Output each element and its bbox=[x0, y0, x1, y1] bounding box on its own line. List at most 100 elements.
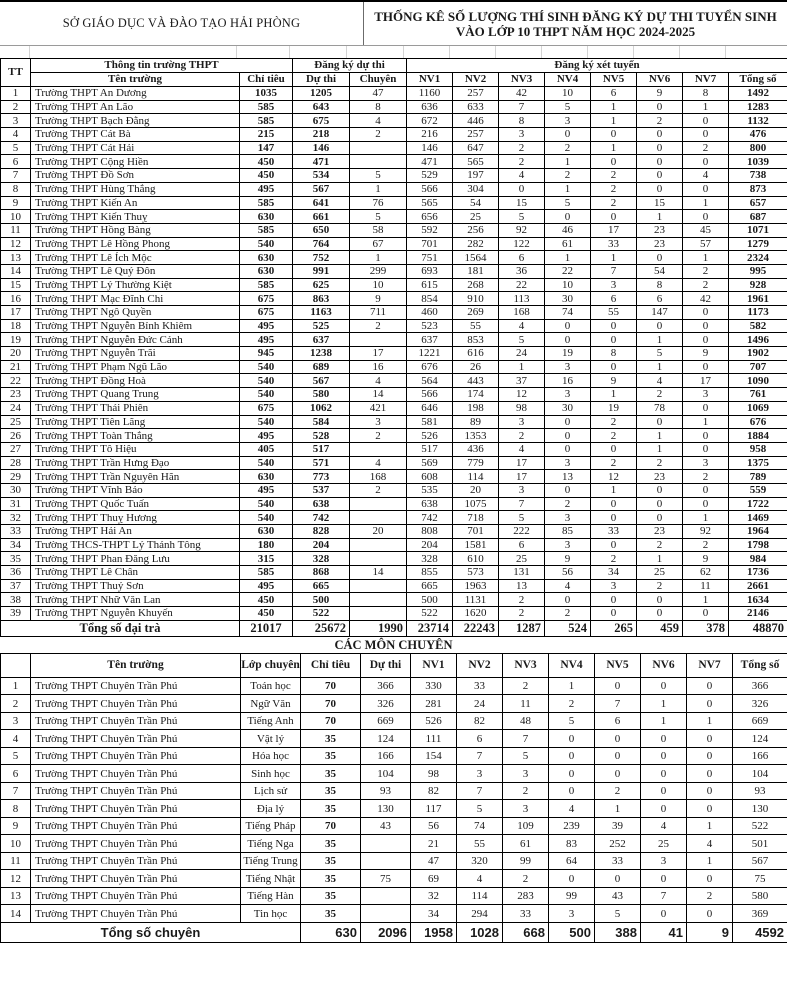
school-row-cell: 46 bbox=[544, 222, 592, 238]
school-row-cell: 592 bbox=[406, 222, 454, 238]
school-row-cell: 55 bbox=[590, 305, 638, 320]
school-row-cell: 2 bbox=[590, 551, 638, 567]
school-row-cell: 689 bbox=[292, 359, 351, 375]
subject-row-cell: 11 bbox=[502, 694, 549, 713]
school-row-cell: 1 bbox=[544, 250, 592, 265]
school-row-cell: 540 bbox=[238, 236, 294, 252]
subject-row-cell: 0 bbox=[686, 799, 733, 818]
subject-row-cell: 21 bbox=[410, 834, 457, 853]
school-row-cell: 3 bbox=[544, 387, 592, 402]
school-row-cell: 2 bbox=[349, 127, 408, 142]
school-row-cell: 1 bbox=[636, 332, 684, 348]
spec-header-exam: Dự thi bbox=[360, 652, 411, 678]
subject-row-cell: 0 bbox=[686, 676, 733, 696]
school-row-cell: 8 bbox=[498, 113, 546, 129]
school-row: 33 Trường THPT Hải An 630 828 20 808 701 222 85 3… bbox=[0, 524, 787, 539]
school-row-cell: 6 bbox=[498, 537, 546, 553]
school-row-cell: 17 bbox=[682, 373, 730, 389]
subject-row-cell: 7 bbox=[640, 886, 687, 906]
subject-row-cell: Địa lý bbox=[240, 799, 301, 818]
main-total-cell: 524 bbox=[544, 619, 592, 637]
school-row-cell: 0 bbox=[544, 127, 592, 142]
spec-header-nv2: NV2 bbox=[456, 652, 503, 678]
school-row-cell: 57 bbox=[682, 236, 730, 252]
school-row-cell: 3 bbox=[498, 414, 546, 430]
school-row-cell: 2 bbox=[590, 195, 638, 211]
subject-row-cell: Trường THPT Chuyên Trần Phú bbox=[30, 746, 241, 766]
subject-row-cell: 109 bbox=[502, 816, 549, 836]
subject-row-cell: Toán học bbox=[240, 676, 301, 696]
subject-row-cell: 1 bbox=[686, 816, 733, 836]
school-row-cell: 10 bbox=[349, 277, 408, 293]
school-row-cell: 450 bbox=[238, 168, 294, 183]
school-row-cell: 2 bbox=[636, 455, 684, 471]
school-row-cell: 665 bbox=[406, 578, 454, 594]
school-row-cell: Trường THPT Quốc Tuấn bbox=[30, 496, 240, 512]
school-row-cell: 0 bbox=[636, 168, 684, 183]
school-row-cell: 1 bbox=[544, 181, 592, 197]
school-row-cell: 11 bbox=[0, 222, 31, 238]
school-row-cell: 23 bbox=[636, 222, 684, 238]
subject-row-cell: 0 bbox=[548, 869, 595, 888]
school-row-cell: Trường THPT Đồng Hoà bbox=[30, 373, 240, 389]
school-row-cell: 67 bbox=[349, 236, 408, 252]
subject-row: 7 Trường THPT Chuyên Trần Phú Lịch sử 35 93 8… bbox=[0, 781, 787, 801]
main-total-cell: 23714 bbox=[406, 619, 454, 637]
school-row-cell: 10 bbox=[544, 86, 592, 101]
school-row-cell: 2 bbox=[590, 455, 638, 471]
subject-row-cell: Trường THPT Chuyên Trần Phú bbox=[30, 851, 241, 871]
subject-row-cell: 70 bbox=[300, 676, 361, 696]
subject-row-cell: 501 bbox=[732, 834, 787, 853]
school-row-cell: 25 bbox=[452, 209, 500, 224]
school-row: 13 Trường THPT Lê Ích Mộc 630 752 1 751 1564 6 1… bbox=[0, 250, 787, 265]
school-row: 18 Trường THPT Nguyễn Bỉnh Khiêm 495 525 2 52… bbox=[0, 318, 787, 334]
subject-row-cell: 0 bbox=[640, 799, 687, 818]
school-row-cell: 535 bbox=[406, 482, 454, 498]
subject-row-cell: 5 bbox=[502, 746, 549, 766]
school-row-cell: 282 bbox=[452, 236, 500, 252]
school-row-cell: 9 bbox=[682, 551, 730, 567]
school-row-cell: 1634 bbox=[728, 592, 787, 608]
school-row-cell: 1 bbox=[636, 359, 684, 375]
school-row-cell: 12 bbox=[498, 387, 546, 402]
school-row-cell: 180 bbox=[238, 537, 294, 553]
school-row-cell: 1961 bbox=[728, 291, 787, 306]
school-row-cell: 0 bbox=[544, 318, 592, 334]
school-row-cell: 540 bbox=[238, 414, 294, 430]
school-row: 6 Trường THPT Cộng Hiền 450 471 471 565 2 1 0 0 0 1… bbox=[0, 154, 787, 170]
school-row: 4 Trường THPT Cát Bà 215 218 2 216 257 3 0 0 0 0 476 bbox=[0, 127, 787, 142]
school-row: 26 Trường THPT Toàn Thắng 495 528 2 526 1353 2 0… bbox=[0, 428, 787, 443]
subject-row-cell: Sinh học bbox=[240, 764, 301, 783]
school-row-cell: 675 bbox=[238, 291, 294, 306]
school-row-cell: 630 bbox=[238, 469, 294, 484]
subject-row-cell: 3 bbox=[502, 764, 549, 783]
header-quota: Chỉ tiêu bbox=[238, 72, 294, 87]
school-row-cell: Trường THPT Mạc Đĩnh Chi bbox=[30, 291, 240, 306]
school-row-cell: 650 bbox=[292, 222, 351, 238]
document-title: THỐNG KÊ SỐ LƯỢNG THÍ SINH ĐĂNG KÝ DỰ TH… bbox=[363, 2, 787, 45]
school-row-cell: 567 bbox=[292, 181, 351, 197]
school-row-cell: 565 bbox=[452, 154, 500, 170]
school-row-cell: 31 bbox=[0, 496, 31, 512]
school-row: 24 Trường THPT Thái Phiên 675 1062 421 646 198… bbox=[0, 400, 787, 416]
spec-header-class: Lớp chuyên bbox=[240, 652, 301, 678]
school-row-cell: 868 bbox=[292, 565, 351, 580]
school-row-cell: 197 bbox=[452, 168, 500, 183]
school-row: 16 Trường THPT Mạc Đĩnh Chi 675 863 9 854 910 1… bbox=[0, 291, 787, 306]
subject-row-cell: 61 bbox=[502, 834, 549, 853]
subject-row-cell: 2 bbox=[0, 694, 31, 713]
school-row-cell: 616 bbox=[452, 346, 500, 361]
school-row-cell: 5 bbox=[349, 209, 408, 224]
school-row-cell: 522 bbox=[292, 606, 351, 621]
subject-row-cell: 2 bbox=[686, 886, 733, 906]
subject-row-cell: 1 bbox=[594, 799, 641, 818]
school-row-cell: 800 bbox=[728, 140, 787, 156]
school-row-cell: 676 bbox=[406, 359, 454, 375]
school-row-cell: 1 bbox=[682, 195, 730, 211]
subject-row-cell: 7 bbox=[456, 781, 503, 801]
school-row-cell: 0 bbox=[682, 209, 730, 224]
main-header-row-1: TT Thông tin trường THPT Đăng ký dự thi … bbox=[0, 58, 787, 87]
school-row-cell: Trường THPT An Dương bbox=[30, 86, 240, 101]
school-row-cell bbox=[349, 592, 408, 608]
school-row: 20 Trường THPT Nguyễn Trãi 945 1238 17 1221 61… bbox=[0, 346, 787, 361]
